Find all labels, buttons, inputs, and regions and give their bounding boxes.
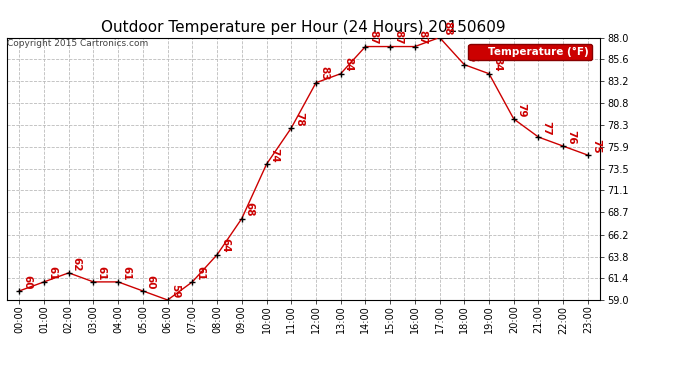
Text: 85: 85 xyxy=(467,48,477,63)
Text: 60: 60 xyxy=(146,274,156,289)
Text: 61: 61 xyxy=(47,266,57,280)
Text: 61: 61 xyxy=(195,266,206,280)
Text: 87: 87 xyxy=(368,30,378,45)
Text: 59: 59 xyxy=(170,284,181,298)
Text: 77: 77 xyxy=(542,120,551,135)
Title: Outdoor Temperature per Hour (24 Hours) 20150609: Outdoor Temperature per Hour (24 Hours) … xyxy=(101,20,506,35)
Text: 84: 84 xyxy=(492,57,502,72)
Text: 60: 60 xyxy=(22,274,32,289)
Text: 75: 75 xyxy=(591,139,601,153)
Text: 74: 74 xyxy=(270,148,279,162)
Legend: Temperature (°F): Temperature (°F) xyxy=(469,44,592,60)
Text: 68: 68 xyxy=(245,202,255,217)
Text: 88: 88 xyxy=(442,21,453,36)
Text: 84: 84 xyxy=(344,57,354,72)
Text: 61: 61 xyxy=(121,266,131,280)
Text: 76: 76 xyxy=(566,130,576,144)
Text: 87: 87 xyxy=(393,30,403,45)
Text: 83: 83 xyxy=(319,66,329,81)
Text: 61: 61 xyxy=(97,266,106,280)
Text: 64: 64 xyxy=(220,238,230,253)
Text: 62: 62 xyxy=(72,256,81,271)
Text: 79: 79 xyxy=(517,103,526,117)
Text: 78: 78 xyxy=(294,112,304,126)
Text: 87: 87 xyxy=(418,30,428,45)
Text: Copyright 2015 Cartronics.com: Copyright 2015 Cartronics.com xyxy=(7,39,148,48)
